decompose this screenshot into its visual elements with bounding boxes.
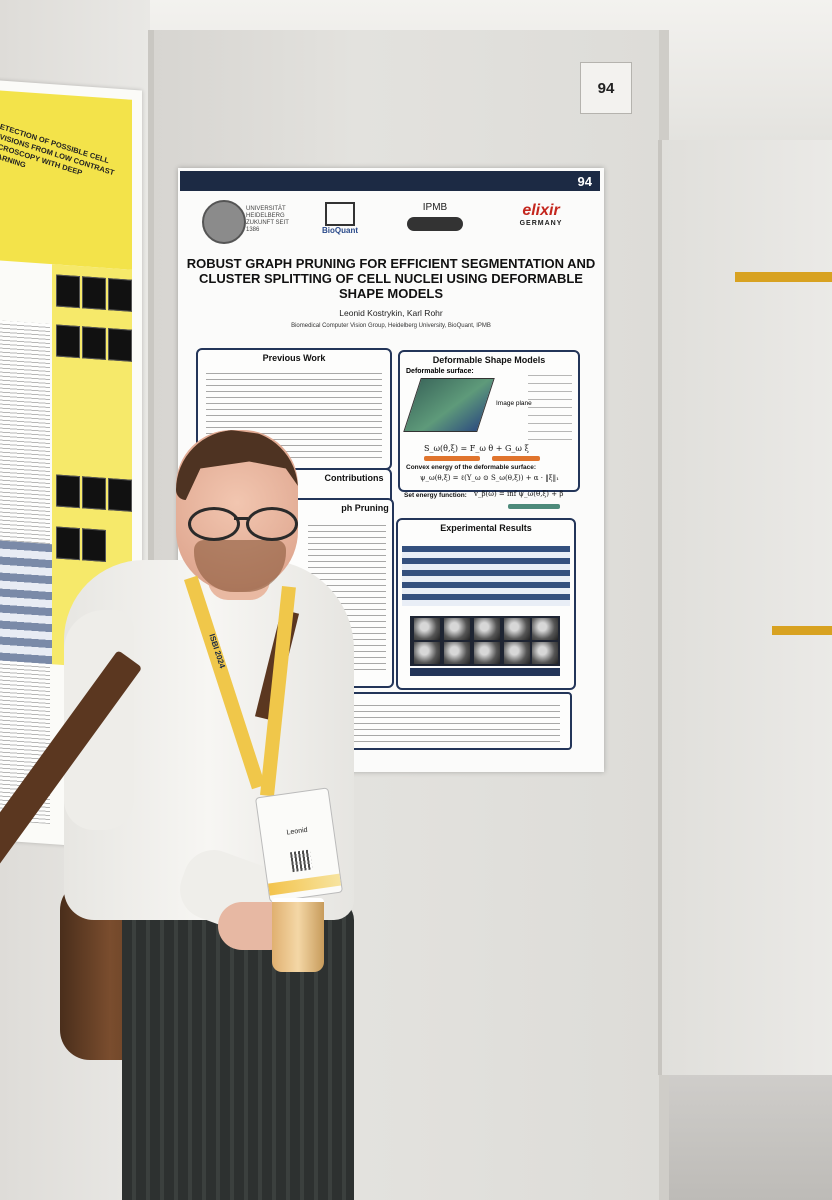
heidelberg-logo: UNIVERSITÄT HEIDELBERG ZUKUNFT SEIT 1386 bbox=[202, 200, 292, 244]
example-image bbox=[444, 642, 470, 664]
bioquant-logo: BioQuant bbox=[318, 202, 362, 244]
panel-title: Previous Work bbox=[262, 353, 326, 363]
panel-title: Deformable Shape Models bbox=[432, 355, 546, 365]
formula-annotation bbox=[424, 456, 480, 461]
example-image bbox=[504, 618, 530, 640]
segmentation-examples bbox=[410, 616, 560, 666]
poster-authors: Leonid Kostrykin, Karl Rohr bbox=[339, 308, 443, 318]
floor bbox=[640, 1075, 832, 1200]
set-energy-label: Set energy function: bbox=[404, 492, 467, 499]
tape-strip bbox=[735, 272, 832, 282]
results-table bbox=[486, 546, 570, 606]
example-captions bbox=[410, 668, 560, 676]
paper-cup bbox=[272, 898, 324, 972]
poster-affiliation: Biomedical Computer Vision Group, Heidel… bbox=[291, 323, 491, 329]
heidelberg-logo-text: UNIVERSITÄT HEIDELBERG ZUKUNFT SEIT 1386 bbox=[246, 206, 289, 233]
example-image bbox=[504, 642, 530, 664]
set-energy-formula: v_β(ω) = inf ψ_ω(θ,ξ) + β bbox=[474, 490, 564, 498]
poster-header-bar: 94 bbox=[180, 171, 600, 191]
elixir-logo-subtext: GERMANY bbox=[519, 220, 563, 227]
panel-title: Experimental Results bbox=[440, 523, 532, 533]
convex-energy-formula: ψ_ω(θ,ξ) = ℓ(Y_ω ⊙ S_ω(θ,ξ)) + α · ‖ξ‖₁ bbox=[420, 474, 559, 482]
elixir-logo: elixir GERMANY bbox=[506, 202, 576, 242]
elixir-logo-text: elixir bbox=[522, 202, 560, 219]
badge-stripe bbox=[268, 873, 342, 896]
image-plane-label: Image plane bbox=[496, 400, 532, 407]
poster-title: ROBUST GRAPH PRUNING FOR EFFICIENT SEGME… bbox=[186, 256, 596, 301]
panel-title: Contributions bbox=[324, 473, 384, 483]
beard bbox=[194, 540, 286, 592]
example-image bbox=[532, 642, 558, 664]
lens bbox=[188, 507, 240, 541]
results-table bbox=[402, 546, 486, 606]
badge-name: Leonid bbox=[286, 826, 309, 837]
formula-annotation bbox=[508, 504, 560, 509]
glasses-icon bbox=[184, 505, 298, 541]
ipmb-mark-icon bbox=[407, 217, 463, 231]
ipmb-logo: IPMB bbox=[404, 202, 466, 242]
formula-annotation bbox=[492, 456, 540, 461]
tape-strip bbox=[772, 626, 832, 635]
example-image bbox=[474, 618, 500, 640]
glasses-bridge bbox=[234, 517, 248, 520]
deformable-surface-label: Deformable surface: bbox=[406, 368, 474, 375]
experimental-results-panel: Experimental Results bbox=[396, 518, 576, 690]
panel-title: ph Pruning bbox=[341, 503, 389, 513]
bioquant-mark-icon bbox=[325, 202, 355, 226]
name-badge: Leonid bbox=[254, 787, 344, 903]
lens bbox=[246, 507, 298, 541]
example-image bbox=[444, 618, 470, 640]
example-image bbox=[474, 642, 500, 664]
symbol-legend bbox=[528, 368, 572, 442]
example-image bbox=[414, 642, 440, 664]
poster-number: 94 bbox=[577, 174, 592, 189]
deformable-shape-models-panel: Deformable Shape Models Deformable surfa… bbox=[398, 350, 580, 492]
references-panel bbox=[328, 692, 572, 750]
qr-code-icon bbox=[289, 849, 313, 873]
right-poster-board bbox=[658, 140, 832, 1075]
references-text bbox=[338, 700, 560, 742]
example-image bbox=[414, 618, 440, 640]
university-seal-icon bbox=[202, 200, 246, 244]
board-number-sign: 94 bbox=[580, 62, 632, 114]
ipmb-logo-text: IPMB bbox=[422, 202, 448, 213]
example-image bbox=[532, 618, 558, 640]
surface-formula: S_ω(θ,ξ) = F_ω θ + G_ω ξ bbox=[424, 444, 529, 453]
bioquant-logo-text: BioQuant bbox=[322, 226, 358, 235]
convex-energy-label: Convex energy of the deformable surface: bbox=[406, 464, 537, 471]
